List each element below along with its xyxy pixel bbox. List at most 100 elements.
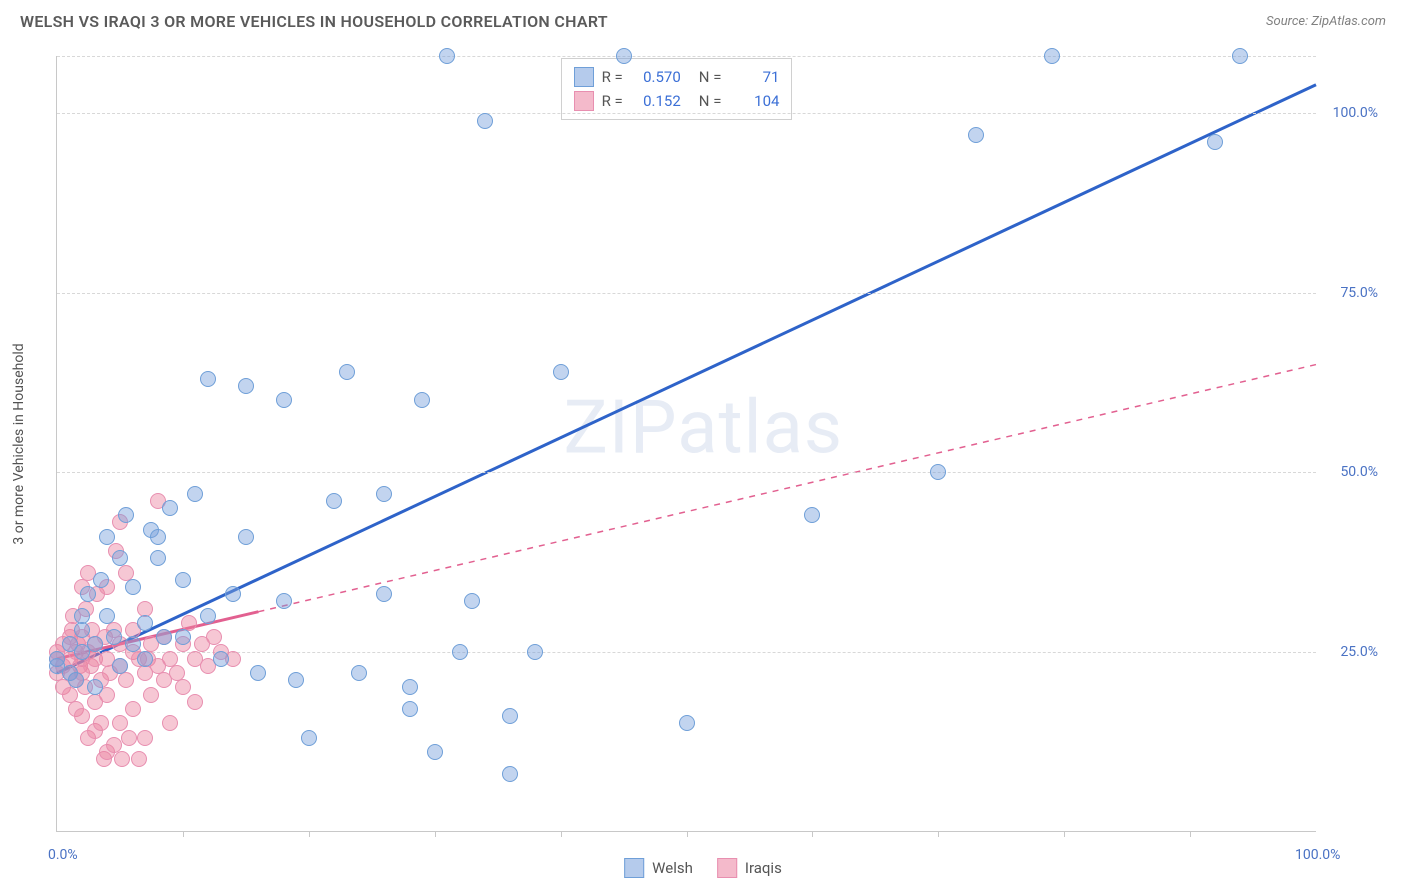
data-point — [49, 651, 65, 667]
data-point — [125, 701, 141, 717]
source-attribution: Source: ZipAtlas.com — [1266, 14, 1386, 29]
x-tick — [1064, 831, 1065, 837]
data-point — [175, 629, 191, 645]
data-point — [502, 708, 518, 724]
data-point — [427, 744, 443, 760]
legend-item: Iraqis — [717, 858, 782, 878]
data-point — [376, 586, 392, 602]
data-point — [162, 715, 178, 731]
data-point — [439, 48, 455, 64]
data-point — [106, 629, 122, 645]
gridline — [57, 652, 1316, 653]
legend-r-value: 0.152 — [631, 92, 681, 110]
data-point — [679, 715, 695, 731]
data-point — [502, 766, 518, 782]
data-point — [402, 679, 418, 695]
data-point — [93, 715, 109, 731]
gridline — [57, 472, 1316, 473]
data-point — [200, 608, 216, 624]
data-point — [74, 708, 90, 724]
chart-header: WELSH VS IRAQI 3 OR MORE VEHICLES IN HOU… — [0, 0, 1406, 39]
data-point — [238, 529, 254, 545]
data-point — [553, 364, 569, 380]
data-point — [464, 593, 480, 609]
data-point — [99, 529, 115, 545]
data-point — [527, 644, 543, 660]
legend-label: Iraqis — [745, 859, 782, 877]
gridline — [57, 56, 1316, 57]
data-point — [150, 550, 166, 566]
legend-swatch — [717, 858, 737, 878]
data-point — [112, 658, 128, 674]
data-point — [200, 371, 216, 387]
data-point — [402, 701, 418, 717]
data-point — [87, 679, 103, 695]
data-point — [276, 593, 292, 609]
x-tick — [687, 831, 688, 837]
data-point — [616, 48, 632, 64]
legend-label: Welsh — [652, 859, 693, 877]
data-point — [137, 730, 153, 746]
legend-r-label: R = — [602, 68, 623, 86]
scatter-chart: 3 or more Vehicles in Household ZIPatlas… — [56, 56, 1316, 832]
data-point — [376, 486, 392, 502]
data-point — [477, 113, 493, 129]
chart-title: WELSH VS IRAQI 3 OR MORE VEHICLES IN HOU… — [20, 12, 608, 31]
gridline — [57, 113, 1316, 114]
data-point — [414, 392, 430, 408]
data-point — [187, 486, 203, 502]
data-point — [68, 672, 84, 688]
legend-row: R =0.570N =71 — [574, 65, 780, 89]
data-point — [118, 672, 134, 688]
data-point — [87, 636, 103, 652]
data-point — [301, 730, 317, 746]
x-tick — [812, 831, 813, 837]
data-point — [80, 586, 96, 602]
y-tick-label: 25.0% — [1340, 644, 1378, 660]
legend-n-value: 71 — [729, 68, 779, 86]
gridline — [57, 293, 1316, 294]
x-tick — [435, 831, 436, 837]
legend-row: R = 0.152 N = 104 — [574, 89, 780, 113]
data-point — [175, 679, 191, 695]
data-point — [125, 636, 141, 652]
legend-swatch — [624, 858, 644, 878]
data-point — [213, 651, 229, 667]
data-point — [452, 644, 468, 660]
legend-n-label: N = — [699, 68, 722, 86]
legend-item: Welsh — [624, 858, 693, 878]
legend-n-label: N = — [699, 92, 722, 110]
data-point — [99, 608, 115, 624]
y-tick-label: 100.0% — [1333, 105, 1378, 121]
legend-swatch — [574, 67, 594, 87]
data-point — [276, 392, 292, 408]
legend-r-label: R = — [602, 92, 623, 110]
data-point — [131, 751, 147, 767]
series-legend: Welsh Iraqis — [624, 858, 782, 878]
data-point — [162, 500, 178, 516]
x-axis-max-label: 100.0% — [1295, 847, 1340, 863]
y-tick-label: 50.0% — [1340, 464, 1378, 480]
data-point — [150, 529, 166, 545]
data-point — [112, 715, 128, 731]
data-point — [351, 665, 367, 681]
x-tick — [183, 831, 184, 837]
legend-n-value: 104 — [729, 92, 779, 110]
data-point — [1207, 134, 1223, 150]
data-point — [106, 737, 122, 753]
legend-swatch — [574, 91, 594, 111]
correlation-legend: R =0.570N =71R =0.152N =104 — [561, 58, 793, 120]
data-point — [74, 622, 90, 638]
data-point — [339, 364, 355, 380]
data-point — [1232, 48, 1248, 64]
data-point — [125, 579, 141, 595]
data-point — [250, 665, 266, 681]
x-tick — [1190, 831, 1191, 837]
data-point — [74, 608, 90, 624]
data-point — [238, 378, 254, 394]
data-point — [156, 629, 172, 645]
data-point — [121, 730, 137, 746]
data-point — [118, 507, 134, 523]
data-point — [93, 572, 109, 588]
y-tick-label: 75.0% — [1340, 285, 1378, 301]
